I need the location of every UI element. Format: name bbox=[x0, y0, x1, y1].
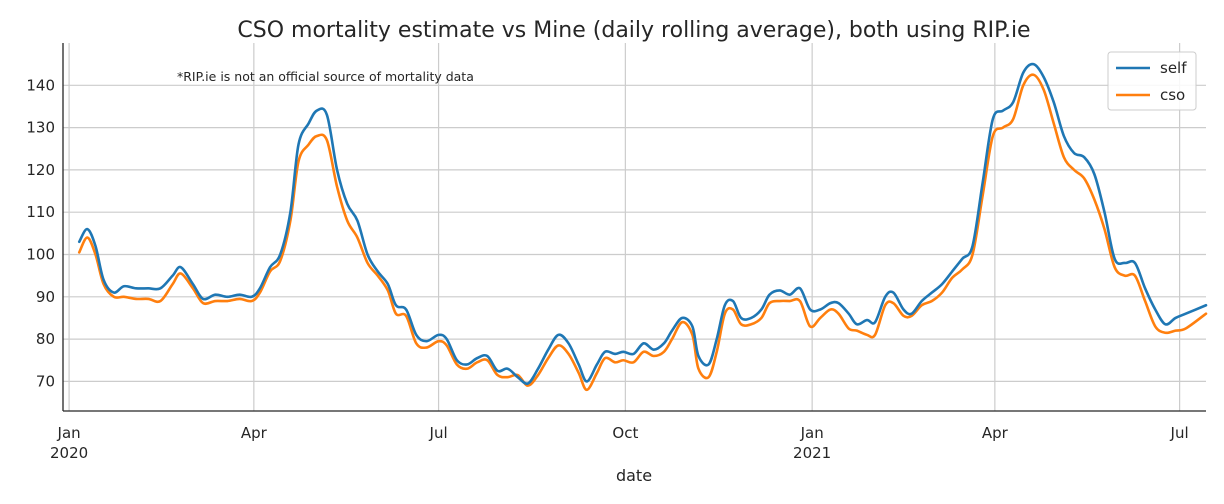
y-tick-labels: 70 80 90 100 110 120 130 140 bbox=[26, 76, 55, 390]
x-tick-labels: Jan 2020 Apr Jul Oct Jan 2021 Apr Jul bbox=[50, 424, 1189, 462]
y-tick-label: 110 bbox=[26, 203, 55, 221]
x-tick-label: Jul bbox=[1170, 424, 1189, 442]
x-tick-label: Jan bbox=[57, 424, 81, 442]
x-tick-label: Oct bbox=[612, 424, 638, 442]
x-tick-label: Apr bbox=[241, 424, 268, 442]
y-tick-label: 80 bbox=[36, 330, 55, 348]
source-disclaimer: *RIP.ie is not an official source of mor… bbox=[177, 69, 474, 84]
x-tick-year-label: 2020 bbox=[50, 444, 88, 462]
series-line-self bbox=[77, 62, 1208, 386]
y-tick-label: 130 bbox=[26, 119, 55, 137]
legend-label-cso: cso bbox=[1160, 86, 1185, 104]
series-lines bbox=[77, 62, 1208, 392]
x-tick-label: Jul bbox=[429, 424, 448, 442]
x-tick-label: Apr bbox=[982, 424, 1009, 442]
y-tick-label: 90 bbox=[36, 288, 55, 306]
legend-label-self: self bbox=[1160, 59, 1187, 77]
y-tick-label: 140 bbox=[26, 76, 55, 94]
series-line-cso bbox=[77, 73, 1208, 392]
chart-title: CSO mortality estimate vs Mine (daily ro… bbox=[237, 18, 1030, 43]
y-tick-label: 100 bbox=[26, 245, 55, 263]
y-tick-label: 70 bbox=[36, 372, 55, 390]
y-tick-label: 120 bbox=[26, 161, 55, 179]
x-axis-label: date bbox=[616, 466, 652, 485]
x-tick-year-label: 2021 bbox=[793, 444, 831, 462]
x-tick-label: Jan bbox=[800, 424, 824, 442]
legend: self cso bbox=[1107, 51, 1197, 111]
